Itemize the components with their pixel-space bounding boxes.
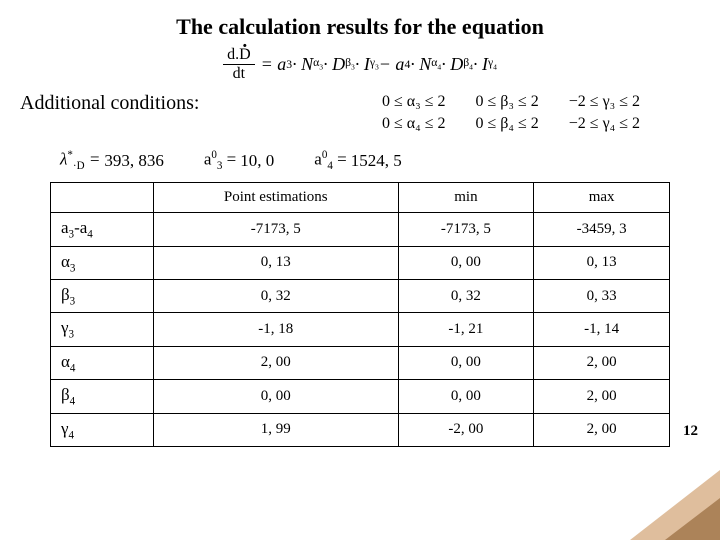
cell: 0, 00 [398, 346, 534, 379]
cond-b4: 0 ≤ β₄ ≤ 2 [475, 115, 538, 133]
conditions-col-1: 0 ≤ α₃ ≤ 2 0 ≤ α₄ ≤ 2 [382, 93, 446, 133]
row-label: β3 [51, 280, 154, 313]
row-label: β4 [51, 380, 154, 413]
table-row: α3 0, 13 0, 00 0, 13 [51, 246, 670, 279]
cell: -3459, 3 [534, 213, 670, 246]
cell: -1, 14 [534, 313, 670, 346]
th-max: max [534, 183, 670, 213]
a4-num: 1524, 5 [351, 151, 402, 171]
cond-g3: −2 ≤ γ₃ ≤ 2 [569, 93, 640, 111]
table-row: β4 0, 00 0, 00 2, 00 [51, 380, 670, 413]
cond-b3: 0 ≤ β₃ ≤ 2 [475, 93, 538, 111]
row-label: γ3 [51, 313, 154, 346]
cond-a3: 0 ≤ α₃ ≤ 2 [382, 93, 446, 111]
th-blank [51, 183, 154, 213]
cell: 2, 00 [534, 346, 670, 379]
conditions-block: Additional conditions: 0 ≤ α₃ ≤ 2 0 ≤ α₄… [20, 92, 700, 133]
cell: 0, 32 [153, 280, 398, 313]
th-point: Point estimations [153, 183, 398, 213]
results-table: Point estimations min max a3-a4 -7173, 5… [50, 182, 670, 447]
cell: -7173, 5 [398, 213, 534, 246]
row-label: α4 [51, 346, 154, 379]
corner-accent-dark [665, 498, 720, 540]
table-header-row: Point estimations min max [51, 183, 670, 213]
cell: 0, 33 [534, 280, 670, 313]
lambda-num: 393, 836 [104, 151, 164, 171]
cell: 0, 32 [398, 280, 534, 313]
cell: -1, 21 [398, 313, 534, 346]
slide-container: The calculation results for the equation… [0, 0, 720, 540]
cell: 0, 00 [398, 380, 534, 413]
table-row: γ4 1, 99 -2, 00 2, 00 [51, 413, 670, 446]
a4-value: a04 = 1524, 5 [314, 149, 401, 172]
table-row: a3-a4 -7173, 5 -7173, 5 -3459, 3 [51, 213, 670, 246]
cell: 2, 00 [153, 346, 398, 379]
page-title: The calculation results for the equation [20, 14, 700, 40]
conditions-col-3: −2 ≤ γ₃ ≤ 2 −2 ≤ γ₄ ≤ 2 [569, 93, 640, 133]
values-row: λ*·D = 393, 836 a03 = 10, 0 a04 = 1524, … [60, 149, 700, 172]
conditions-col-2: 0 ≤ β₃ ≤ 2 0 ≤ β₄ ≤ 2 [475, 93, 538, 133]
cell: 0, 13 [534, 246, 670, 279]
page-number: 12 [683, 423, 698, 440]
cond-g4: −2 ≤ γ₄ ≤ 2 [569, 115, 640, 133]
cell: 2, 00 [534, 380, 670, 413]
lambda-value: λ*·D = 393, 836 [60, 149, 164, 172]
cell: -2, 00 [398, 413, 534, 446]
cell: 0, 00 [153, 380, 398, 413]
table-row: γ3 -1, 18 -1, 21 -1, 14 [51, 313, 670, 346]
table-row: α4 2, 00 0, 00 2, 00 [51, 346, 670, 379]
cell: -1, 18 [153, 313, 398, 346]
row-label: γ4 [51, 413, 154, 446]
th-min: min [398, 183, 534, 213]
table-row: β3 0, 32 0, 32 0, 33 [51, 280, 670, 313]
a3-num: 10, 0 [240, 151, 274, 171]
cond-a4: 0 ≤ α₄ ≤ 2 [382, 115, 446, 133]
cell: -7173, 5 [153, 213, 398, 246]
cell: 2, 00 [534, 413, 670, 446]
main-equation: d.D dt = a3 · Nα3 · Dβ3 · Iγ3 − a4 · Nα4… [20, 46, 700, 82]
row-label: a3-a4 [51, 213, 154, 246]
cell: 1, 99 [153, 413, 398, 446]
cell: 0, 00 [398, 246, 534, 279]
a3-value: a03 = 10, 0 [204, 149, 274, 172]
row-label: α3 [51, 246, 154, 279]
cell: 0, 13 [153, 246, 398, 279]
